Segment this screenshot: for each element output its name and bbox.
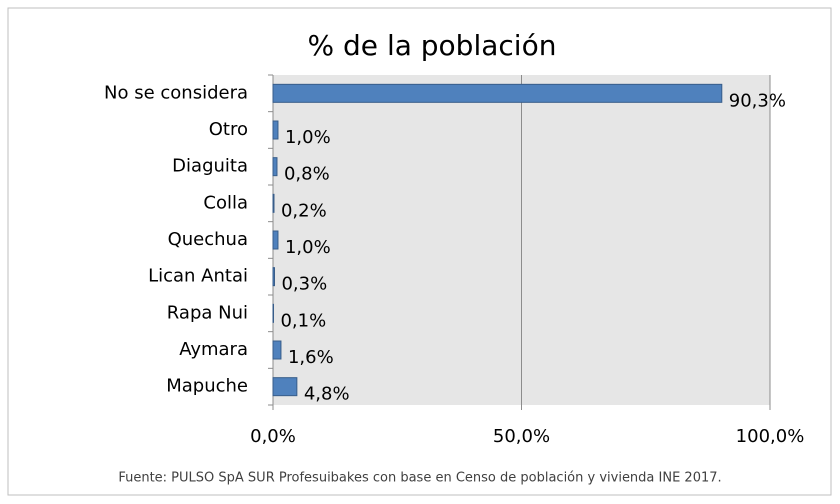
- y-tick-label: Diaguita: [172, 156, 248, 177]
- x-tick-label: 100,0%: [736, 426, 805, 447]
- value-label: 0,2%: [281, 200, 327, 221]
- value-label: 1,0%: [285, 127, 331, 148]
- y-tick-label: Mapuche: [166, 376, 248, 397]
- chart-title: % de la población: [308, 29, 557, 62]
- bar: [272, 83, 723, 103]
- y-tick-label: Otro: [209, 119, 248, 140]
- value-label: 0,3%: [281, 274, 327, 295]
- value-label: 90,3%: [729, 90, 786, 111]
- value-label: 1,0%: [285, 237, 331, 258]
- y-tick-label: Aymara: [179, 339, 248, 360]
- x-tick-label: 50,0%: [493, 426, 550, 447]
- y-tick-label: Lican Antai: [148, 266, 248, 287]
- value-label: 4,8%: [304, 384, 350, 405]
- bar: [272, 340, 282, 360]
- y-tick-label: Colla: [203, 192, 248, 213]
- y-tick-label: Quechua: [168, 229, 248, 250]
- source-note: Fuente: PULSO SpA SUR Profesuibakes con …: [118, 471, 721, 486]
- value-label: 0,8%: [284, 164, 330, 185]
- bar: [272, 230, 279, 250]
- bar: [272, 157, 278, 177]
- x-tick-label: 0,0%: [250, 426, 296, 447]
- value-label: 1,6%: [288, 347, 334, 368]
- y-tick-label: Rapa Nui: [167, 302, 248, 323]
- bar: [272, 377, 298, 397]
- bar: [272, 267, 275, 287]
- bar: [272, 193, 275, 213]
- y-tick-label: No se considera: [104, 82, 248, 103]
- bar: [272, 120, 279, 140]
- value-label: 0,1%: [280, 310, 326, 331]
